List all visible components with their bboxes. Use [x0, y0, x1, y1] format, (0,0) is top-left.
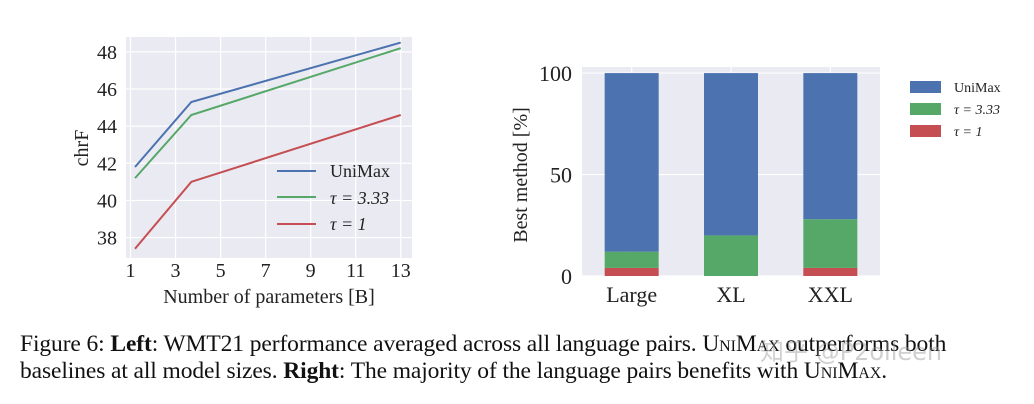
- bar-segment: [604, 251, 659, 268]
- left-series-lines: [134, 41, 402, 250]
- x-tick-label: 13: [391, 260, 411, 282]
- series-line: [134, 114, 402, 250]
- series-line: [134, 47, 402, 179]
- caption-left-text: : WMT21 performance averaged across all …: [151, 331, 703, 357]
- caption-figure-number: Figure 6:: [20, 331, 111, 357]
- y-tick-label: 44: [97, 116, 117, 138]
- caption-end: .: [881, 358, 887, 384]
- figure-caption: Figure 6: Left: WMT21 performance averag…: [20, 331, 1030, 385]
- caption-unimax: UniMax: [803, 358, 882, 384]
- legend-label-unimax: UniMax: [954, 81, 1001, 96]
- left-y-axis-label: chrF: [71, 130, 93, 167]
- right-stacked-bar-chart: 0 50 100 Large XL XXL Best method [%] UniMax…: [510, 61, 1001, 307]
- left-gridlines: [126, 37, 412, 258]
- y-tick-label: 46: [97, 79, 117, 101]
- bar-segment: [803, 267, 858, 276]
- y-tick-label: 42: [97, 153, 117, 175]
- left-y-ticks: 38 40 42 44 46 48: [97, 42, 117, 250]
- legend-swatch-tau333: [910, 103, 941, 115]
- x-tick-label: Large: [606, 282, 657, 307]
- left-plot-area: [126, 37, 412, 258]
- y-tick-label: 38: [97, 228, 117, 250]
- left-x-ticks: 1 3 5 7 9 11 13: [126, 260, 411, 282]
- bar-segment: [604, 267, 659, 276]
- bar-segment: [604, 73, 659, 252]
- legend-label-tau1: τ = 1: [954, 125, 982, 140]
- x-tick-label: 11: [346, 260, 365, 282]
- bar-segment: [803, 73, 858, 220]
- legend-label-tau333: τ = 3.33: [954, 103, 1000, 118]
- x-tick-label: 9: [306, 260, 316, 282]
- y-tick-label: 48: [97, 42, 117, 64]
- legend-label-tau1: τ = 1: [330, 214, 367, 234]
- x-tick-label: XXL: [808, 282, 853, 307]
- legend-label-tau333: τ = 3.33: [330, 188, 389, 208]
- bar-segment: [803, 219, 858, 268]
- y-tick-label: 40: [97, 190, 117, 212]
- x-tick-label: 3: [171, 260, 181, 282]
- watermark: 知乎 @P2olleen: [760, 338, 943, 366]
- y-tick-label: 100: [539, 61, 572, 86]
- bar-segment: [704, 235, 758, 276]
- caption-right-bold: Right: [283, 358, 339, 384]
- right-x-ticks: Large XL XXL: [606, 282, 853, 307]
- legend-label-unimax: UniMax: [330, 161, 390, 181]
- right-legend: UniMax τ = 3.33 τ = 1: [910, 81, 1001, 140]
- caption-unimax: UniMax: [702, 331, 780, 357]
- series-line: [134, 41, 402, 168]
- caption-mid-text: outperforms both baselines at all model …: [20, 331, 947, 384]
- x-tick-label: 5: [216, 260, 226, 282]
- right-y-ticks: 0 50 100: [539, 61, 572, 289]
- right-y-axis-label: Best method [%]: [510, 107, 532, 243]
- legend-swatch-tau1: [910, 125, 941, 137]
- legend-swatch-unimax: [910, 81, 941, 93]
- caption-left-bold: Left: [110, 331, 152, 357]
- x-tick-label: 1: [126, 260, 136, 282]
- y-tick-label: 50: [550, 163, 572, 188]
- caption-right-text: : The majority of the language pairs ben…: [338, 358, 804, 384]
- y-tick-label: 0: [561, 264, 572, 289]
- bar-segment: [704, 73, 758, 236]
- x-tick-label: XL: [716, 282, 745, 307]
- left-legend: UniMax τ = 3.33 τ = 1: [277, 161, 390, 234]
- x-tick-label: 7: [261, 260, 271, 282]
- left-x-axis-label: Number of parameters [B]: [163, 286, 375, 308]
- right-bars: [604, 73, 858, 276]
